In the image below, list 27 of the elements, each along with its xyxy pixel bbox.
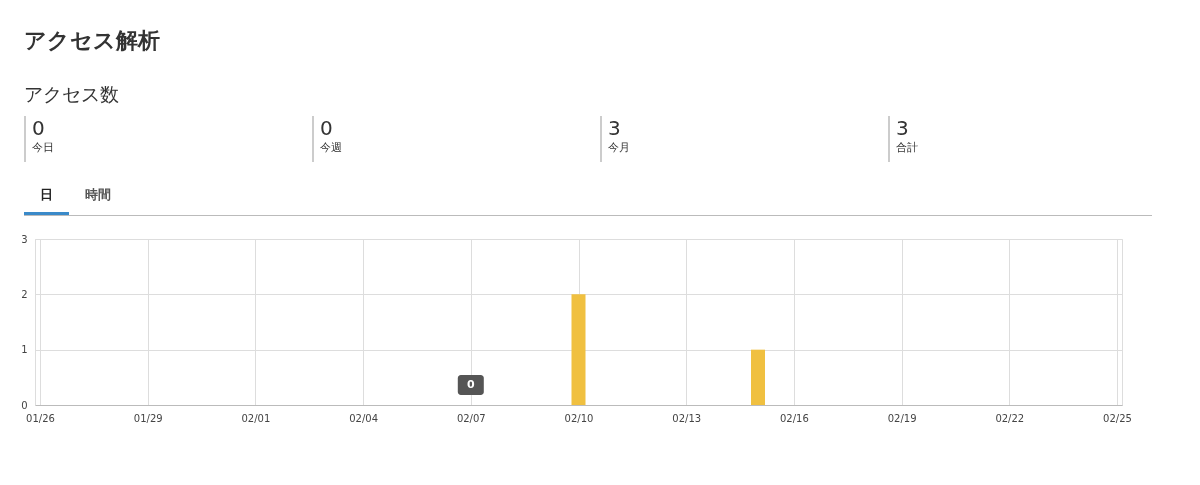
text: 3 (608, 116, 622, 140)
text: 合計 (896, 140, 919, 155)
y-tick-label: 1 (21, 344, 28, 356)
text: 今月 (608, 140, 631, 155)
x-tick-label: 02/13 (672, 412, 702, 424)
x-tick-label: 02/07 (456, 412, 486, 424)
y-tick-label: 2 (21, 288, 28, 300)
text: 今週 (320, 140, 343, 155)
x-tick-label: 01/29 (133, 412, 163, 424)
x-tick-label: 02/10 (564, 412, 594, 424)
x-tick-label: 02/19 (887, 412, 917, 424)
x-tick-label: 02/25 (1103, 412, 1132, 424)
x-tick-label: 02/22 (995, 412, 1025, 424)
annotation: 0 (466, 378, 475, 391)
text: 3 (896, 116, 910, 140)
x-tick-label: 02/01 (241, 412, 271, 424)
y-tick-label: 3 (21, 233, 28, 245)
x-tick-label: 02/04 (349, 412, 379, 424)
x-tick-label: 02/16 (779, 412, 809, 424)
text: 日 (24, 178, 69, 215)
text: 時間 (84, 186, 112, 204)
y-tick-label: 0 (21, 399, 28, 411)
text: アクセス解析 (24, 27, 161, 55)
text: 今日 (32, 140, 55, 155)
text: アクセス数 (24, 82, 120, 107)
text: 0 (320, 116, 334, 140)
x-tick-label: 01/26 (26, 412, 55, 424)
